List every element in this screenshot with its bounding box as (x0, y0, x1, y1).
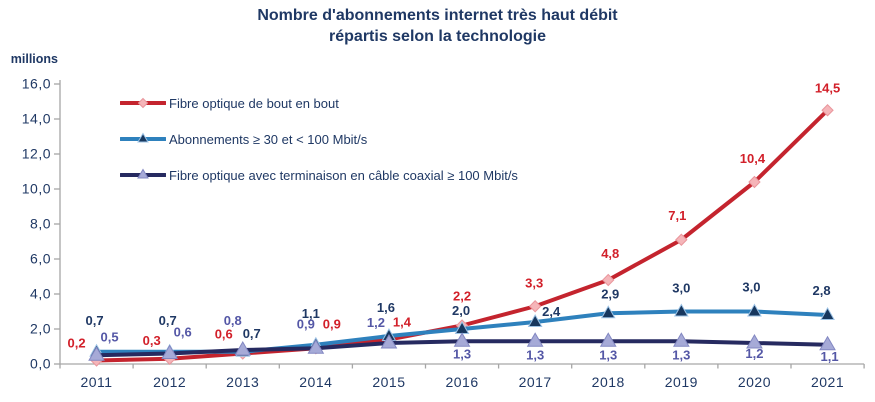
svg-text:2,0: 2,0 (452, 303, 470, 318)
svg-text:16,0: 16,0 (22, 76, 51, 92)
data-point-marker (748, 175, 761, 189)
svg-text:0,9: 0,9 (323, 316, 341, 331)
legend-blue-triangle-marker-icon (120, 132, 166, 143)
data-point-marker (673, 303, 689, 317)
data-point-marker (747, 303, 762, 317)
data-point-marker (602, 273, 615, 287)
data-point-marker (453, 332, 471, 347)
data-point-marker (675, 233, 688, 246)
svg-text:4,0: 4,0 (30, 286, 51, 302)
svg-text:12,0: 12,0 (22, 146, 51, 162)
data-point-marker (527, 313, 543, 327)
svg-text:1,3: 1,3 (526, 347, 544, 362)
svg-text:0,7: 0,7 (86, 313, 104, 328)
svg-text:1,6: 1,6 (377, 300, 395, 315)
svg-text:7,1: 7,1 (668, 208, 686, 223)
legend-item-fibre-optique: Fibre optique de bout en bout (120, 95, 518, 111)
svg-text:3,0: 3,0 (672, 281, 690, 296)
svg-text:10,0: 10,0 (22, 181, 51, 197)
svg-text:2012: 2012 (153, 374, 186, 390)
svg-text:2,4: 2,4 (542, 304, 561, 319)
svg-text:3,3: 3,3 (525, 275, 543, 290)
svg-text:2015: 2015 (372, 374, 405, 390)
svg-text:2,0: 2,0 (30, 321, 51, 337)
data-point-marker (88, 346, 105, 361)
data-point-marker (599, 332, 617, 347)
svg-text:0,5: 0,5 (101, 329, 119, 344)
svg-text:0,2: 0,2 (68, 336, 86, 351)
data-labels-series-0: 0,2 0,3 0,6 0,9 1,4 2,2 3,3 4,8 7,1 10,4 14,5 (68, 80, 841, 350)
svg-text:2017: 2017 (519, 374, 552, 390)
svg-text:0,3: 0,3 (143, 333, 161, 348)
data-labels-series-1: 0,7 0,7 0,7 1,1 1,6 2,0 2,4 2,9 3,0 3,0 2,8 (86, 280, 831, 341)
svg-text:0,9: 0,9 (297, 316, 315, 331)
svg-text:2018: 2018 (592, 374, 625, 390)
svg-text:1,2: 1,2 (745, 346, 763, 361)
series-cable-coaxial-100-mbit (88, 332, 836, 361)
data-point-marker (746, 333, 763, 349)
chart-title: Nombre d'abonnements internet très haut … (0, 5, 875, 47)
x-axis-year-labels: 2011 2012 2013 2014 2015 2016 2017 2018 2019 2020… (80, 374, 844, 390)
chart-title-line1: Nombre d'abonnements internet très haut … (257, 7, 618, 24)
svg-text:2,9: 2,9 (601, 286, 619, 301)
data-point-marker (526, 332, 544, 347)
data-point-marker (161, 344, 179, 359)
svg-text:0,7: 0,7 (159, 313, 177, 328)
svg-text:2016: 2016 (445, 374, 478, 390)
svg-text:2014: 2014 (299, 374, 332, 390)
svg-text:2020: 2020 (738, 374, 771, 390)
legend-red-diamond-marker-icon (120, 97, 166, 109)
svg-text:0,6: 0,6 (215, 327, 233, 342)
data-point-marker (821, 104, 834, 117)
data-point-marker (672, 332, 690, 347)
svg-text:1,1: 1,1 (821, 349, 839, 364)
svg-text:2021: 2021 (811, 374, 844, 390)
chart-legend: Fibre optique de bout en bout Abonnement… (120, 95, 518, 183)
svg-text:0,0: 0,0 (30, 356, 51, 372)
svg-text:1,4: 1,4 (393, 315, 412, 330)
legend-label: Abonnements ≥ 30 et < 100 Mbit/s (169, 131, 368, 147)
svg-text:1,2: 1,2 (367, 315, 385, 330)
data-point-marker (819, 335, 836, 351)
axes: 0,0 2,0 4,0 6,0 8,0 10,0 12,0 14,0 16,0 (22, 76, 865, 372)
svg-text:2013: 2013 (226, 374, 259, 390)
legend-navy-triangle-marker-icon (120, 168, 166, 179)
svg-text:2019: 2019 (665, 374, 698, 390)
svg-text:0,6: 0,6 (174, 325, 192, 340)
legend-item-cable-coaxial: Fibre optique avec terminaison en câble … (120, 167, 518, 183)
svg-text:8,0: 8,0 (30, 216, 51, 232)
svg-text:4,8: 4,8 (601, 246, 619, 261)
chart-title-line2: répartis selon la technologie (329, 28, 546, 45)
data-point-marker (380, 333, 398, 349)
data-point-marker (234, 340, 252, 356)
svg-text:2,8: 2,8 (813, 283, 831, 298)
svg-text:2,2: 2,2 (453, 289, 471, 304)
data-labels-series-2: 0,5 0,60,8 0,9 1,21,3 1,3 1,3 1,3 1,2 1,1 (101, 313, 839, 364)
svg-text:14,0: 14,0 (22, 111, 51, 127)
svg-text:2011: 2011 (80, 374, 112, 390)
svg-text:1,3: 1,3 (599, 347, 617, 362)
svg-text:0,8: 0,8 (224, 313, 242, 328)
y-axis-unit-label: millions (10, 52, 58, 66)
svg-text:1,3: 1,3 (672, 347, 690, 362)
legend-label: Fibre optique avec terminaison en câble … (169, 167, 518, 183)
data-point-marker (600, 305, 616, 319)
legend-label: Fibre optique de bout en bout (169, 95, 339, 111)
data-point-marker (307, 339, 325, 354)
svg-text:10,4: 10,4 (740, 151, 766, 166)
svg-text:6,0: 6,0 (30, 251, 51, 267)
legend-item-abonnements-30-100: Abonnements ≥ 30 et < 100 Mbit/s (120, 131, 518, 147)
svg-text:1,3: 1,3 (453, 346, 471, 361)
svg-text:3,0: 3,0 (742, 280, 760, 295)
data-point-marker (820, 306, 835, 320)
svg-text:0,7: 0,7 (243, 326, 261, 341)
svg-text:14,5: 14,5 (815, 80, 840, 95)
data-point-marker (528, 300, 542, 313)
svg-text:1,1: 1,1 (302, 306, 320, 321)
